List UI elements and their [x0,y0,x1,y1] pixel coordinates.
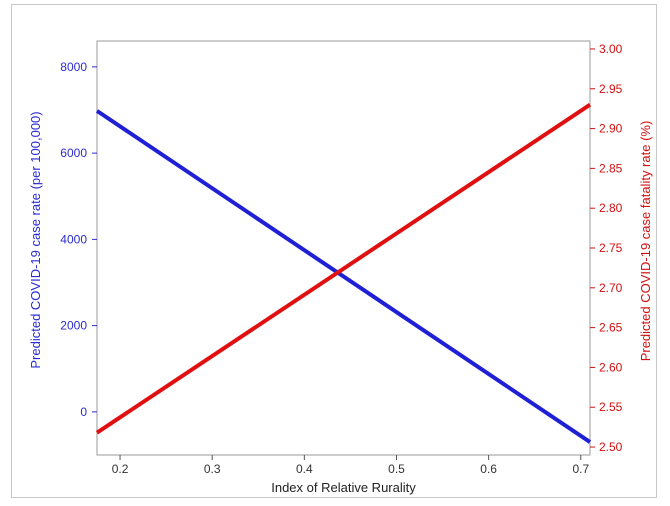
right-y-tick-label: 2.75 [599,241,623,255]
left-y-tick-label: 6000 [60,146,87,160]
right-y-axis-ticks: 2.50 2.55 2.60 2.65 2.70 2.75 2.80 2.85 2.90 2.95… [590,42,623,454]
right-y-tick-label: 2.55 [599,400,623,414]
right-y-tick-label: 2.85 [599,161,623,175]
x-axis-ticks: 0.2 0.3 0.4 0.5 0.6 0.7 [112,455,590,476]
x-tick-label: 0.5 [388,462,405,476]
x-tick-label: 0.4 [296,462,313,476]
right-y-axis-title: Predicted COVID-19 case fatality rate (%… [638,121,653,362]
right-y-tick-label: 2.70 [599,281,623,295]
x-tick-label: 0.3 [204,462,221,476]
right-y-tick-label: 2.50 [599,440,623,454]
left-y-tick-label: 4000 [60,232,87,246]
right-y-tick-label: 2.80 [599,201,623,215]
right-y-tick-label: 3.00 [599,42,623,56]
left-y-axis-title: Predicted COVID-19 case rate (per 100,00… [28,111,43,368]
x-tick-label: 0.6 [480,462,497,476]
right-y-tick-label: 2.95 [599,82,623,96]
x-tick-label: 0.2 [112,462,129,476]
x-axis-title: Index of Relative Rurality [271,480,416,495]
right-y-tick-label: 2.90 [599,122,623,136]
left-y-tick-label: 2000 [60,319,87,333]
right-y-tick-label: 2.60 [599,360,623,374]
x-tick-label: 0.7 [572,462,589,476]
right-y-tick-label: 2.65 [599,321,623,335]
left-y-tick-label: 8000 [60,60,87,74]
left-y-axis-ticks: 0 2000 4000 6000 8000 [60,60,97,419]
left-y-tick-label: 0 [80,405,87,419]
